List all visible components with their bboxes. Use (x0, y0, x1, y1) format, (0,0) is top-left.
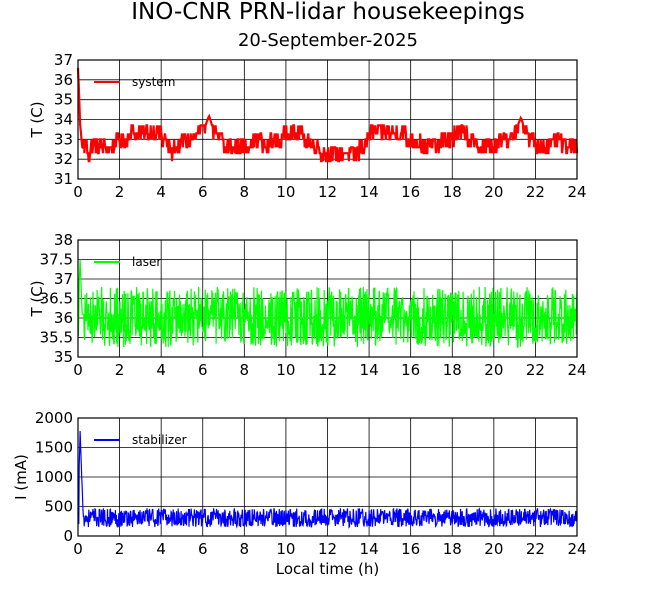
y-tick-label: 37 (54, 51, 73, 69)
x-axis-label: Local time (h) (276, 560, 380, 578)
x-tick-label: 18 (443, 361, 462, 379)
y-tick-label: 36 (54, 71, 73, 89)
y-tick-label: 31 (54, 170, 73, 188)
y-tick-label: 0 (63, 527, 73, 545)
plot-frame (77, 239, 578, 358)
x-tick-label: 8 (240, 540, 250, 558)
x-tick-label: 6 (198, 540, 208, 558)
plot-frame (77, 59, 578, 180)
x-tick-label: 24 (567, 540, 586, 558)
x-tick-label: 12 (318, 540, 337, 558)
series-line-system (76, 67, 579, 163)
x-tick-label: 24 (567, 361, 586, 379)
legend-label-system: system (132, 75, 175, 89)
x-tick-label: 12 (318, 183, 337, 201)
y-tick-label: 2000 (35, 409, 73, 427)
x-tick-label: 4 (156, 540, 166, 558)
y-tick-label: 35 (54, 348, 73, 366)
x-tick-label: 22 (526, 540, 545, 558)
y-tick-label: 1000 (35, 468, 73, 486)
x-tick-label: 24 (567, 183, 586, 201)
x-tick-label: 8 (240, 183, 250, 201)
x-tick-label: 6 (198, 183, 208, 201)
x-tick-label: 6 (198, 361, 208, 379)
x-tick-label: 10 (276, 183, 295, 201)
y-tick-label: 35.5 (40, 329, 73, 347)
x-tick-label: 14 (360, 183, 379, 201)
y-tick-label: 34 (54, 111, 73, 129)
x-tick-label: 20 (484, 183, 503, 201)
plot-frame (77, 417, 578, 537)
y-tick-label: 32 (54, 150, 73, 168)
y-tick-label: 500 (44, 498, 73, 516)
x-tick-label: 0 (73, 361, 83, 379)
x-tick-label: 20 (484, 361, 503, 379)
x-tick-label: 18 (443, 183, 462, 201)
y-tick-label: 37 (54, 270, 73, 288)
x-tick-label: 0 (73, 540, 83, 558)
y-tick-label: 38 (54, 231, 73, 249)
y-tick-label: 36 (54, 309, 73, 327)
x-tick-label: 22 (526, 183, 545, 201)
x-tick-label: 2 (115, 361, 125, 379)
y-axis-label: T (C) (28, 101, 46, 138)
x-tick-label: 16 (401, 361, 420, 379)
legend-label-laser: laser (132, 255, 161, 269)
x-tick-label: 12 (318, 361, 337, 379)
x-tick-label: 16 (401, 183, 420, 201)
x-tick-label: 14 (360, 540, 379, 558)
figure-title: INO-CNR PRN-lidar housekeepings (131, 0, 525, 25)
x-tick-label: 10 (276, 540, 295, 558)
legend-label-stabilizer: stabilizer (132, 433, 187, 447)
x-tick-label: 22 (526, 361, 545, 379)
series-line-laser (77, 259, 578, 349)
series-line-stabilizer (77, 430, 578, 529)
x-tick-label: 18 (443, 540, 462, 558)
figure-subtitle: 20-September-2025 (238, 30, 418, 51)
x-tick-label: 16 (401, 540, 420, 558)
x-tick-label: 4 (156, 183, 166, 201)
x-tick-label: 0 (73, 183, 83, 201)
y-tick-label: 36.5 (40, 290, 73, 308)
y-tick-label: 37.5 (40, 251, 73, 269)
y-tick-label: 35 (54, 91, 73, 109)
x-tick-label: 4 (156, 361, 166, 379)
x-tick-label: 2 (115, 183, 125, 201)
x-tick-label: 20 (484, 540, 503, 558)
x-tick-label: 10 (276, 361, 295, 379)
y-tick-label: 33 (54, 130, 73, 148)
y-axis-label: T (C) (28, 280, 46, 317)
y-tick-label: 1500 (35, 439, 73, 457)
x-tick-label: 14 (360, 361, 379, 379)
x-tick-label: 2 (115, 540, 125, 558)
x-tick-label: 8 (240, 361, 250, 379)
y-axis-label: I (mA) (12, 454, 30, 500)
